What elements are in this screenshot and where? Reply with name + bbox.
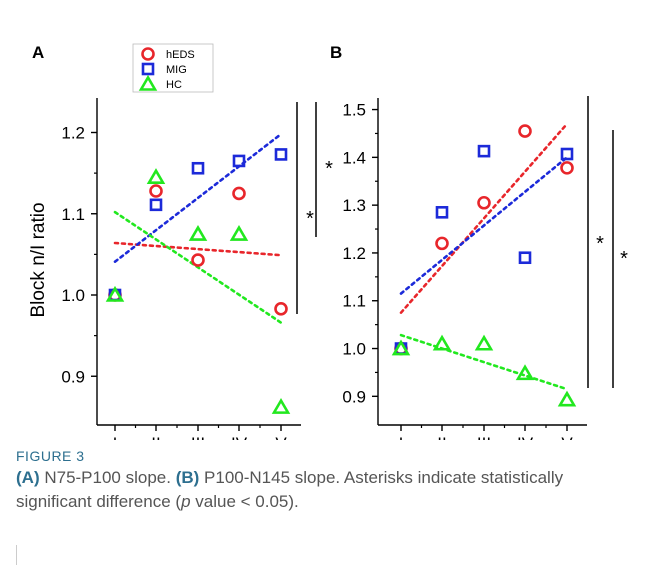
data-point-mig [518, 251, 532, 265]
x-tick-label: II [437, 434, 446, 440]
trend-line-hc [399, 333, 569, 391]
legend-label-heds: hEDS [166, 49, 195, 61]
y-tick-label: 1.3 [342, 196, 366, 215]
y-tick-label: 1.1 [342, 292, 366, 311]
panel-b: B0.91.01.11.21.31.41.5IIIIIIIVV** [330, 43, 628, 440]
data-point-heds [435, 236, 449, 251]
x-tick-label: IV [231, 434, 248, 440]
panel-label: B [330, 43, 342, 62]
significance-star: * [306, 208, 314, 230]
panel-label: A [32, 43, 44, 62]
x-tick-label: III [477, 434, 491, 440]
data-point-mig [560, 147, 574, 161]
significance-star: * [596, 233, 604, 255]
data-point-mig [435, 206, 449, 219]
legend-marker-heds [141, 47, 155, 61]
frame-line [16, 545, 17, 565]
y-tick-label: 0.9 [61, 367, 85, 386]
data-point-hc [146, 168, 166, 184]
x-tick-label: V [275, 434, 287, 440]
trend-line-heds [399, 122, 569, 314]
y-tick-label: 1.1 [61, 205, 85, 224]
data-point-mig [191, 161, 205, 175]
data-point-mig [477, 144, 491, 158]
caption: FIGURE 3 (A) N75-P100 slope. (B) P100-N1… [16, 440, 631, 514]
x-tick-label: II [151, 434, 160, 440]
y-axis-label: Block n/I ratio [28, 202, 49, 317]
legend-label-hc: HC [166, 79, 182, 91]
legend-marker-hc [138, 74, 158, 91]
data-point-heds [232, 186, 246, 201]
data-point-hc [432, 334, 452, 351]
data-point-hc [391, 339, 411, 356]
y-tick-label: 1.2 [342, 244, 366, 263]
caption-b-text: P100-N145 slope. Asterisks indicate stat… [16, 468, 564, 511]
legend: hEDS MIG HC [132, 43, 214, 93]
legend-marker-mig [141, 62, 155, 76]
significance-star: * [325, 158, 333, 180]
caption-a-tag: (A) [16, 468, 40, 487]
legend-label-mig: MIG [166, 64, 187, 76]
caption-b-tag: (B) [175, 468, 200, 487]
y-tick-label: 1.4 [342, 148, 366, 167]
trend-line-heds [113, 241, 283, 257]
figure-label: FIGURE 3 [16, 448, 85, 464]
x-tick-label: I [399, 434, 404, 440]
x-tick-label: I [113, 434, 118, 440]
data-point-heds [560, 161, 574, 175]
caption-a-text: N75-P100 slope. [39, 468, 176, 487]
data-point-heds [518, 124, 532, 138]
data-point-hc [271, 398, 291, 414]
data-point-heds [477, 195, 491, 210]
y-tick-label: 1.5 [342, 101, 366, 120]
y-tick-label: 0.9 [342, 387, 366, 406]
x-tick-label: IV [517, 434, 534, 440]
y-tick-label: 1.0 [61, 286, 85, 305]
caption-p-symbol: p [181, 492, 191, 511]
data-point-heds [191, 253, 205, 267]
data-point-hc [474, 334, 494, 351]
legend-box [132, 43, 214, 93]
panel-a: A0.91.01.11.2IIIIIIIVVBlock n/I ratio** [28, 43, 333, 440]
caption-tail-text: value < 0.05). [190, 492, 299, 511]
data-point-hc [188, 224, 208, 241]
x-tick-label: III [191, 434, 205, 440]
trend-line-mig [399, 156, 569, 295]
data-point-hc [557, 390, 577, 407]
data-point-heds [274, 302, 288, 316]
data-point-mig [232, 154, 246, 168]
data-point-heds [149, 184, 163, 198]
data-point-hc [105, 285, 125, 302]
significance-star: * [620, 248, 628, 270]
x-tick-label: V [561, 434, 573, 440]
trend-line-mig [113, 132, 283, 263]
y-tick-label: 1.0 [342, 340, 366, 359]
figure: A0.91.01.11.2IIIIIIIVVBlock n/I ratio** … [28, 43, 628, 440]
y-tick-label: 1.2 [61, 124, 85, 143]
data-point-hc [515, 364, 535, 381]
data-point-mig [149, 198, 163, 212]
caption-text: (A) N75-P100 slope. (B) P100-N145 slope.… [16, 466, 631, 514]
data-point-mig [274, 148, 288, 161]
data-point-hc [229, 224, 249, 241]
trend-line-hc [113, 210, 283, 324]
